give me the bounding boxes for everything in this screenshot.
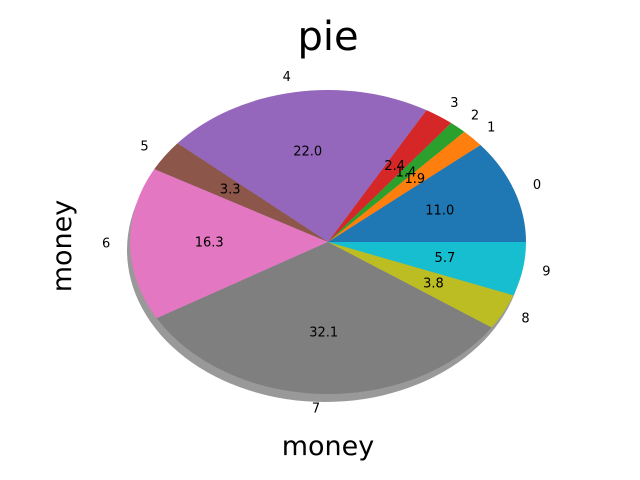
chart-title: pie [297, 14, 358, 60]
slice-value-9: 5.7 [435, 251, 456, 266]
pie-slices [129, 90, 526, 395]
slice-value-4: 22.0 [293, 145, 322, 160]
slice-label-2: 2 [471, 108, 479, 123]
slice-value-3: 2.4 [384, 159, 405, 174]
pie-slice-6 [129, 169, 328, 319]
slice-value-7: 32.1 [309, 326, 338, 341]
slice-value-5: 3.3 [220, 183, 241, 198]
pie-slice-4 [177, 90, 427, 242]
pie-labels: 0 11.0 1 1.9 2 1.4 3 2.4 4 22.0 5 3.3 6 16.3 7 32.1 8 3.8… [102, 70, 551, 417]
slice-label-7: 7 [312, 402, 320, 417]
slice-value-8: 3.8 [423, 276, 444, 291]
pie-slice-8 [328, 242, 514, 328]
slice-value-0: 11.0 [425, 204, 454, 219]
pie-slice-9 [328, 242, 526, 296]
slice-value-6: 16.3 [195, 236, 224, 251]
pie-slice-0 [328, 145, 526, 242]
slice-label-0: 0 [533, 178, 541, 193]
x-axis-label: money [282, 431, 375, 462]
pie-slice-1 [328, 131, 481, 242]
pie-slice-3 [328, 110, 452, 242]
slice-label-1: 1 [487, 120, 495, 135]
slice-label-4: 4 [283, 70, 291, 85]
slice-label-8: 8 [521, 311, 529, 326]
slice-value-2: 1.4 [396, 166, 417, 181]
slice-label-9: 9 [542, 264, 550, 279]
pie-slice-5 [154, 143, 328, 242]
y-axis-label: money [47, 200, 78, 293]
pie-slice-2 [328, 122, 465, 242]
pie-slice-7 [156, 242, 492, 395]
slice-label-3: 3 [450, 96, 458, 111]
slice-value-1: 1.9 [404, 172, 425, 187]
slice-label-5: 5 [140, 140, 148, 155]
slice-label-6: 6 [102, 237, 110, 252]
